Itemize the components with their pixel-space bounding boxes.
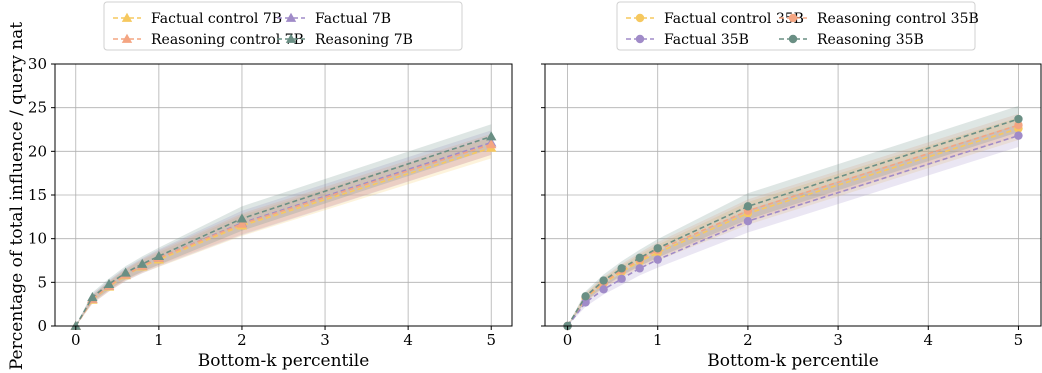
point-reasoning-35b [599,276,608,285]
point-reasoning-7b [137,258,148,268]
band-reasoning-control-35b [567,113,1019,326]
legend-label: Reasoning 7B [315,32,413,48]
legend-label: Factual control 7B [151,11,282,27]
band-reasoning-control-7b [75,133,492,326]
point-factual-35b [1014,131,1023,140]
x-tick-label: 1 [653,331,663,349]
legend-swatch-marker [285,33,297,43]
band-factual-control-35b [567,117,1019,326]
series-line-reasoning-35b [566,118,1019,327]
point-reasoning-7b [120,267,131,277]
legend-label: Factual 7B [315,11,391,27]
legend-item-reasoning-7b: Reasoning 7B [277,32,413,48]
point-factual-35b [743,217,753,226]
legend-swatch-marker [121,33,133,43]
series-line-reasoning-control-7b [75,143,492,327]
legend-item-factual-control-7b: Factual control 7B [113,11,282,27]
y-tick-label: 0 [37,317,47,335]
point-reasoning-35b [635,253,644,263]
point-reasoning-35b [617,264,626,273]
x-tick-label: 4 [923,331,933,349]
x-tick-label: 2 [237,331,247,349]
x-tick-label: 0 [71,331,81,349]
band-factual-7b [75,130,492,326]
point-reasoning-control-7b [486,139,497,149]
legend-swatch-marker [285,12,297,22]
x-tick-label: 0 [563,331,573,349]
point-reasoning-7b [486,131,497,141]
band-factual-control-7b [75,137,492,326]
y-tick-label: 30 [28,55,47,73]
point-reasoning-control-7b [236,218,248,228]
legend-swatch-marker [635,13,645,23]
legend-box [103,1,463,51]
legend-label: Reasoning control 7B [151,32,304,48]
legend-swatch-marker [635,34,645,44]
point-reasoning-35b [743,202,753,211]
legend-item-reasoning-control-7b: Reasoning control 7B [113,32,304,48]
x-tick-label: 1 [154,331,164,349]
legend: Factual control 7B Factual 7B Reasoning co… [103,1,463,51]
legend-item-factual-35b: Factual 35B [626,32,749,48]
point-reasoning-35b [581,292,590,301]
y-tick-label: 10 [28,230,47,248]
x-tick-label: 2 [743,331,753,349]
legend-item-factual-control-35b: Factual control 35B [626,11,804,27]
legend-item-reasoning-control-35b: Reasoning control 35B [779,11,979,27]
point-reasoning-7b [87,291,98,302]
legend-label: Factual control 35B [664,11,804,27]
y-tick-label: 25 [28,99,47,117]
point-factual-35b [653,255,662,264]
series-line-reasoning-7b [75,135,492,327]
series-line-reasoning-control-35b [566,124,1019,327]
legend-swatch-marker [788,34,798,44]
chart-panel-7b: 0 1 2 3 4 5 0 5 10 15 20 25 30 Bottom-k percentile Fac… [28,1,513,371]
legend-label: Factual 35B [664,32,749,48]
band-factual-35b [567,124,1019,326]
legend-item-factual-7b: Factual 7B [277,11,391,27]
x-tick-label: 5 [486,331,496,349]
x-tick-label: 3 [833,331,843,349]
point-reasoning-7b [70,320,81,330]
x-axis-label: Bottom-k percentile [707,351,879,371]
legend-label: Reasoning 35B [817,32,924,48]
x-tick-label: 5 [1014,331,1024,349]
y-tick-label: 15 [28,186,47,204]
legend-swatch-marker [788,13,798,23]
chart-panel-35b: 0 1 2 3 4 5 Bottom-k percentile Factual control… [541,1,1042,371]
x-tick-label: 3 [320,331,330,349]
point-factual-35b [635,264,644,273]
point-reasoning-35b [1014,114,1023,124]
legend-swatch-marker [121,12,133,22]
point-factual-35b [581,298,590,307]
legend-label: Reasoning control 35B [817,11,979,27]
point-reasoning-35b [653,244,662,253]
point-factual-35b [617,274,626,284]
legend-box [616,1,976,51]
point-reasoning-7b [236,213,248,223]
x-tick-label: 4 [403,331,413,349]
series-line-factual-control-35b [566,127,1019,327]
x-axis-label: Bottom-k percentile [198,351,370,371]
legend-item-reasoning-35b: Reasoning 35B [779,32,924,48]
y-tick-label: 5 [37,273,47,291]
point-factual-35b [599,285,608,294]
point-reasoning-7b [153,250,165,261]
point-reasoning-control-35b [1014,120,1023,130]
y-axis-label: Percentage of total influence / query na… [7,22,27,370]
y-tick-label: 20 [28,142,47,160]
legend: Factual control 35B Reasoning control 35B… [616,1,979,51]
band-reasoning-7b [75,124,492,326]
point-reasoning-7b [103,278,115,288]
